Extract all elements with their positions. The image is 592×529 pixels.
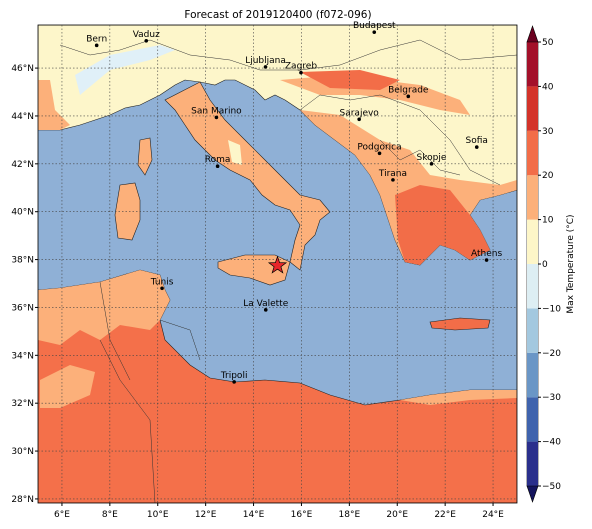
warm-zone: [40, 365, 95, 408]
colorbar-segment: [527, 352, 538, 398]
city-dot: [372, 30, 377, 34]
x-tick-label: 6°E: [54, 510, 70, 520]
cold-zone: [75, 45, 175, 95]
colorbar-tick-label: 40: [542, 82, 554, 92]
colorbar-segment: [527, 219, 538, 264]
city-dot: [263, 65, 268, 69]
city-label: Sofia: [466, 136, 488, 146]
city-label: Budapest: [353, 21, 396, 31]
city-dot: [214, 115, 219, 120]
y-tick-label: 38°N: [11, 256, 34, 266]
colorbar-segment: [527, 130, 538, 176]
borders: [59, 39, 517, 503]
city-label: Sarajevo: [340, 108, 380, 118]
city-label: Ljubljana: [245, 56, 286, 66]
y-tick-label: 42°N: [11, 160, 34, 170]
city-label: Zagreb: [285, 62, 317, 72]
y-tick-label: 44°N: [11, 112, 34, 122]
city-label: Bern: [86, 34, 107, 44]
city-label: Skopje: [417, 153, 447, 163]
y-tick-label: 36°N: [11, 303, 34, 313]
colorbar-segment: [527, 308, 538, 353]
city-dot: [377, 151, 382, 156]
city-dot: [144, 38, 149, 43]
event-marker: [267, 255, 288, 274]
x-tick-label: 20°E: [386, 510, 408, 520]
land-corsica: [137, 137, 153, 176]
city-label: Belgrade: [388, 85, 429, 95]
city-dot: [263, 308, 268, 312]
city-label: Tunis: [150, 277, 174, 287]
city-label: La Valette: [243, 299, 288, 309]
colorbar-segment: [527, 175, 538, 220]
city-dot: [232, 380, 236, 384]
cool-zone: [228, 140, 242, 165]
x-tick-label: 14°E: [243, 510, 265, 520]
city-label: Roma: [205, 155, 231, 165]
x-tick-label: 10°E: [147, 510, 169, 520]
x-tick-label: 24°E: [482, 510, 504, 520]
colorbar-tick-label: −30: [542, 393, 561, 403]
city-dot: [94, 43, 99, 48]
land-italy: [164, 81, 331, 271]
y-tick-label: 40°N: [11, 208, 34, 218]
warm-zone: [300, 70, 400, 90]
y-tick-label: 46°N: [11, 64, 34, 74]
y-tick-label: 34°N: [11, 351, 34, 361]
colorbar-extend-over: [526, 25, 539, 43]
city-label: Tirana: [378, 169, 407, 179]
y-tick-label: 30°N: [11, 447, 34, 457]
city-dot: [299, 70, 303, 75]
map-frame: [37, 24, 518, 504]
y-tick-label: 28°N: [11, 495, 34, 505]
colorbar-label: Max Temperature (°C): [566, 214, 576, 313]
city-dot: [484, 258, 489, 262]
city-dot: [406, 94, 411, 99]
city-label: Vaduz: [133, 30, 160, 40]
x-tick-label: 22°E: [434, 510, 456, 520]
city-dot: [474, 145, 479, 149]
x-tick-label: 16°E: [291, 510, 313, 520]
y-tick-label: 32°N: [11, 399, 34, 409]
colorbar-segment: [527, 441, 538, 486]
city-label: Athens: [471, 249, 502, 259]
colorbar-segment: [527, 264, 538, 309]
colorbar-extend-under: [526, 485, 539, 503]
x-tick-label: 8°E: [102, 510, 118, 520]
colorbar-tick-label: 30: [542, 127, 554, 137]
hot-zone: [395, 185, 490, 265]
city-dot: [357, 117, 361, 122]
colorbar-tick-label: 50: [542, 38, 554, 48]
city-dot: [429, 162, 434, 166]
city-label: Tripoli: [220, 371, 248, 381]
colorbar-tick-label: −50: [542, 482, 561, 492]
colorbar-tick-label: −10: [542, 304, 561, 314]
city-label: Podgorica: [357, 142, 401, 152]
colorbar-tick-label: −40: [542, 438, 561, 448]
x-tick-label: 18°E: [339, 510, 361, 520]
colorbar-tick-label: −20: [542, 349, 561, 359]
colorbar-segment: [527, 86, 538, 131]
warm-zone: [400, 390, 517, 405]
colorbar-segment: [527, 42, 538, 87]
city-dot: [391, 178, 395, 182]
city-dot: [160, 286, 164, 291]
colorbar-tick-label: 0: [542, 260, 548, 270]
colorbar-tick-label: 20: [542, 171, 554, 181]
warm-zone: [38, 270, 170, 345]
city-dot: [215, 164, 220, 169]
city-label: San Marino: [191, 106, 242, 116]
land-sardinia: [114, 182, 141, 241]
x-tick-label: 12°E: [195, 510, 217, 520]
colorbar-segment: [527, 397, 538, 442]
colorbar-tick-label: 10: [542, 216, 554, 226]
map-title: Forecast of 2019120400 (f072-096): [184, 9, 371, 21]
